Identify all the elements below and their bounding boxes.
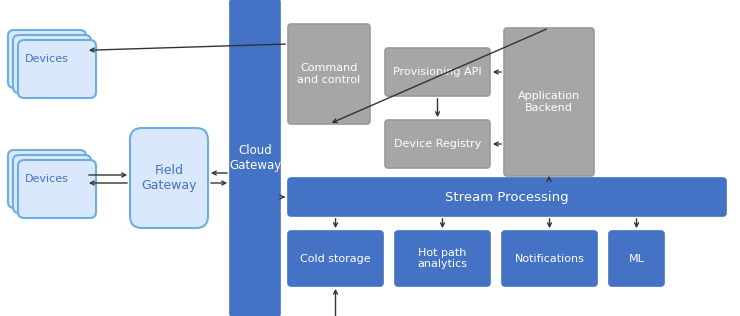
- FancyBboxPatch shape: [13, 35, 91, 93]
- Text: Application
Backend: Application Backend: [518, 91, 580, 113]
- Text: Cold storage: Cold storage: [300, 253, 371, 264]
- FancyBboxPatch shape: [395, 231, 490, 286]
- Text: ML: ML: [628, 253, 645, 264]
- Text: Field
Gateway: Field Gateway: [141, 164, 197, 192]
- FancyBboxPatch shape: [230, 0, 280, 316]
- FancyBboxPatch shape: [18, 160, 96, 218]
- Text: Devices: Devices: [25, 174, 69, 184]
- FancyBboxPatch shape: [8, 30, 86, 88]
- FancyBboxPatch shape: [288, 178, 726, 216]
- Text: Device Registry: Device Registry: [394, 139, 481, 149]
- FancyBboxPatch shape: [385, 120, 490, 168]
- FancyBboxPatch shape: [385, 48, 490, 96]
- FancyBboxPatch shape: [130, 128, 208, 228]
- FancyBboxPatch shape: [13, 155, 91, 213]
- FancyBboxPatch shape: [502, 231, 597, 286]
- FancyBboxPatch shape: [18, 40, 96, 98]
- FancyBboxPatch shape: [609, 231, 664, 286]
- Text: Devices: Devices: [25, 54, 69, 64]
- FancyBboxPatch shape: [8, 150, 86, 208]
- Text: Hot path
analytics: Hot path analytics: [417, 248, 468, 269]
- Text: Cloud
Gateway: Cloud Gateway: [229, 144, 281, 172]
- Text: Stream Processing: Stream Processing: [445, 191, 569, 204]
- Text: Notifications: Notifications: [514, 253, 585, 264]
- FancyBboxPatch shape: [504, 28, 594, 176]
- FancyBboxPatch shape: [288, 231, 383, 286]
- Text: Provisioning API: Provisioning API: [393, 67, 482, 77]
- FancyBboxPatch shape: [288, 24, 370, 124]
- Text: Command
and control: Command and control: [297, 63, 360, 85]
